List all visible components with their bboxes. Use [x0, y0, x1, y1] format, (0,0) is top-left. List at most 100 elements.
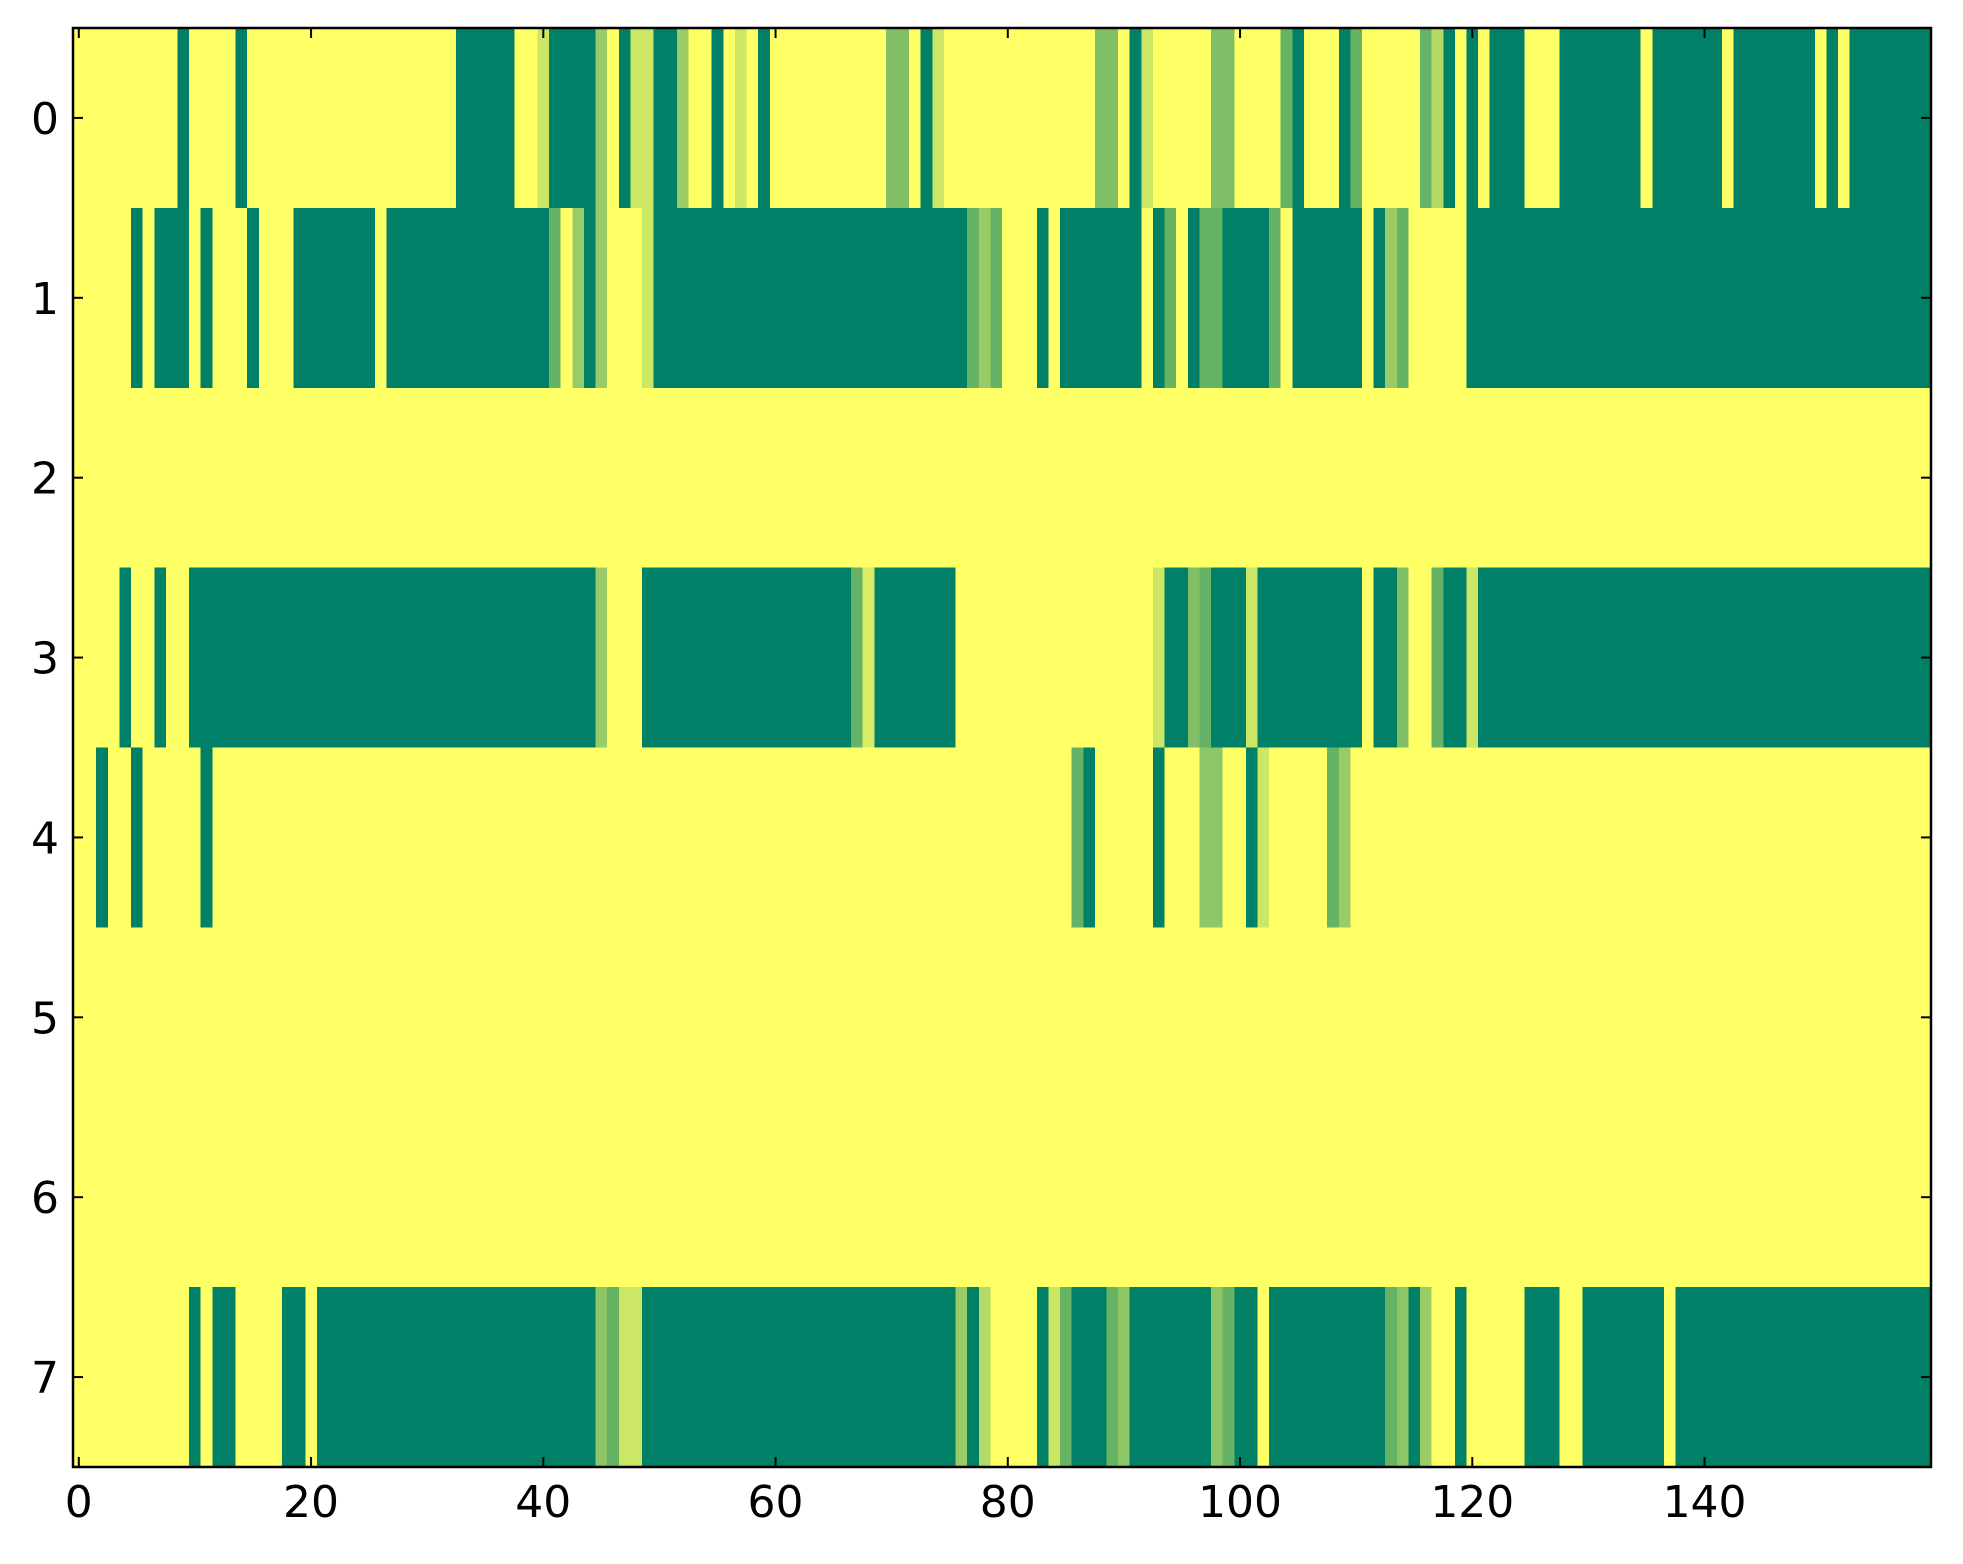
cell [1083, 387, 1096, 569]
cell [723, 927, 736, 1108]
cell [1594, 207, 1607, 389]
cell [1396, 1287, 1410, 1468]
cell [746, 207, 759, 389]
cell [1361, 207, 1375, 389]
cell [1280, 1287, 1293, 1468]
cell [990, 567, 1003, 749]
cell [1106, 1287, 1119, 1468]
cell [1431, 28, 1444, 209]
cell [909, 927, 922, 1108]
cell [1083, 28, 1096, 209]
cell [1663, 567, 1677, 749]
heatmap [73, 28, 1932, 1468]
cell [1164, 1107, 1177, 1288]
cell [781, 387, 794, 569]
cell [328, 747, 341, 928]
cell [1640, 1287, 1653, 1468]
cell [1663, 747, 1677, 928]
cell [1071, 207, 1084, 389]
cell [851, 927, 864, 1108]
cell [165, 387, 179, 569]
cell [688, 28, 701, 209]
cell [1501, 1107, 1514, 1288]
cell [1245, 387, 1259, 569]
cell [1698, 567, 1711, 749]
cell [1721, 567, 1735, 749]
cell [1663, 387, 1677, 569]
cell [688, 927, 701, 1108]
cell [1245, 1107, 1259, 1288]
cell [1060, 567, 1073, 749]
cell [165, 567, 179, 749]
cell [1187, 28, 1201, 209]
cell [1443, 927, 1456, 1108]
cell [607, 747, 620, 928]
cell [1431, 1287, 1444, 1468]
y-tick-label: 1 [31, 274, 59, 325]
cell [688, 207, 701, 389]
cell [1629, 1287, 1642, 1468]
cell [479, 387, 492, 569]
cell [885, 1107, 899, 1288]
cell [374, 207, 388, 389]
cell [1780, 747, 1793, 928]
cell [525, 387, 539, 569]
cell [374, 1107, 388, 1288]
cell [1211, 567, 1224, 749]
cell [1002, 567, 1015, 749]
x-tick-label: 40 [515, 1477, 571, 1528]
cell [537, 1107, 550, 1288]
cell [363, 747, 376, 928]
cell [363, 1107, 376, 1288]
cell [235, 747, 248, 928]
cell [1605, 28, 1619, 209]
cell [642, 207, 655, 389]
cell [1280, 1107, 1293, 1288]
cell [409, 747, 422, 928]
cell [978, 747, 991, 928]
cell [1060, 927, 1073, 1108]
cell [1733, 567, 1746, 749]
cell [897, 1107, 910, 1288]
cell [943, 28, 957, 209]
cell [1002, 747, 1015, 928]
cell [1048, 387, 1061, 569]
cell [1872, 747, 1886, 928]
cell [1222, 567, 1235, 749]
cell [270, 387, 283, 569]
cell [1420, 747, 1433, 928]
cell [676, 28, 690, 209]
cell [618, 207, 631, 389]
cell [967, 387, 980, 569]
cell [769, 1107, 782, 1288]
cell [990, 747, 1003, 928]
cell [990, 1287, 1003, 1468]
cell [525, 567, 539, 749]
cell [444, 387, 457, 569]
cell [583, 1107, 597, 1288]
cell [862, 28, 875, 209]
cell [816, 927, 829, 1108]
cell [1617, 567, 1630, 749]
cell [502, 207, 515, 389]
cell [595, 207, 608, 389]
cell [1536, 927, 1549, 1108]
cell [943, 387, 957, 569]
cell [1013, 387, 1026, 569]
cell [351, 207, 364, 389]
cell [1408, 567, 1421, 749]
cell [1884, 1287, 1897, 1468]
cell [1025, 207, 1038, 389]
cell [1721, 1287, 1735, 1468]
cell [1466, 207, 1479, 389]
cell [1617, 1107, 1630, 1288]
cell [1420, 567, 1433, 749]
cell [1791, 567, 1804, 749]
cell [1687, 927, 1700, 1108]
cell [119, 387, 132, 569]
cell [1861, 927, 1874, 1108]
cell [142, 927, 155, 1108]
cell [1838, 28, 1851, 209]
cell [560, 927, 573, 1108]
cell [1327, 927, 1340, 1108]
